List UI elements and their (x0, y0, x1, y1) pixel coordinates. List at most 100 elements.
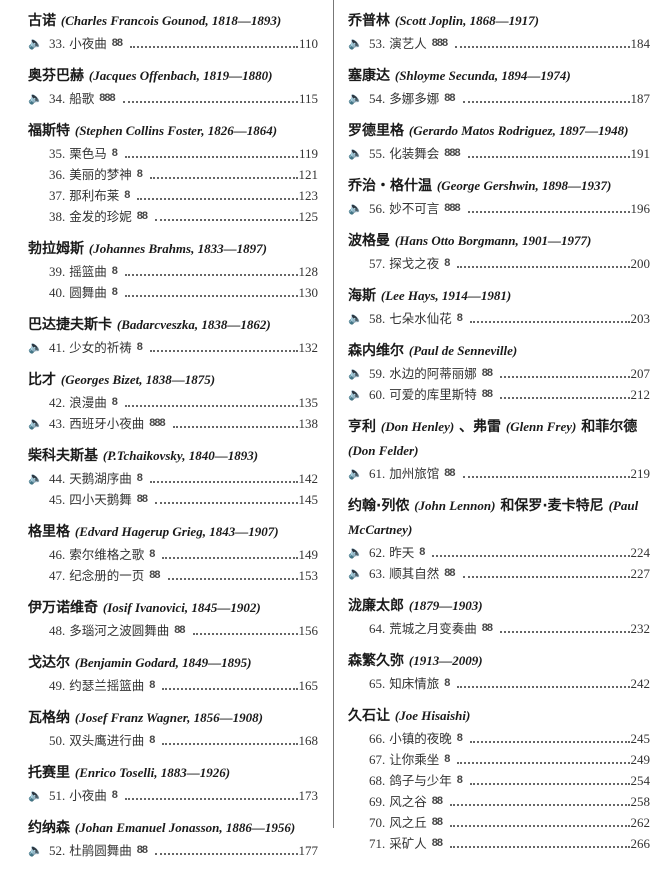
speaker-icon[interactable]: 🔈 (348, 91, 363, 105)
entry-title[interactable]: 杜鹃圆舞曲 (69, 843, 132, 858)
toc-entry[interactable]: 🔈 52. 杜鹃圆舞曲 88 177 (28, 840, 318, 861)
entry-title[interactable]: 纪念册的一页 (69, 568, 145, 583)
toc-entry[interactable]: 68. 鸽子与少年 8 254 (348, 770, 650, 791)
toc-entry[interactable]: 🔈 43. 西班牙小夜曲 888 138 (28, 413, 318, 434)
speaker-icon[interactable]: 🔈 (348, 146, 363, 160)
speaker-icon[interactable]: 🔈 (348, 545, 363, 559)
toc-entry[interactable]: 38. 金发的珍妮 88 125 (28, 206, 318, 227)
entry-title[interactable]: 知床情旅 (389, 676, 440, 691)
entry-title[interactable]: 小镇的夜晚 (389, 731, 452, 746)
toc-entry[interactable]: 🔈 34. 船歌 888 115 (28, 88, 318, 109)
entry-title[interactable]: 荒城之月变奏曲 (389, 621, 477, 636)
entry-title[interactable]: 水边的阿蒂丽娜 (389, 366, 477, 381)
toc-entry[interactable]: 🔈 62. 昨天 8 224 (348, 542, 650, 563)
toc-entry[interactable]: 🔈 44. 天鹅湖序曲 8 142 (28, 468, 318, 489)
entry-title[interactable]: 让你乘坐 (389, 752, 440, 767)
entry-title[interactable]: 那利布莱 (69, 188, 120, 203)
toc-entry[interactable]: 46. 索尔维格之歌 8 149 (28, 544, 318, 565)
toc-entry[interactable]: 71. 采矿人 88 266 (348, 833, 650, 854)
entry-title[interactable]: 小夜曲 (69, 36, 107, 51)
toc-entry[interactable]: 36. 美丽的梦神 8 121 (28, 164, 318, 185)
entry-title[interactable]: 栗色马 (69, 146, 107, 161)
entry-title[interactable]: 风之谷 (389, 794, 427, 809)
toc-entry[interactable]: 65. 知床情旅 8 242 (348, 673, 650, 694)
toc-entry[interactable]: 🔈 56. 妙不可言 888 196 (348, 198, 650, 219)
entry-title[interactable]: 可爱的库里斯特 (389, 387, 477, 402)
entry-title[interactable]: 多瑙河之波圆舞曲 (69, 623, 170, 638)
entry-title[interactable]: 探戈之夜 (389, 256, 440, 271)
speaker-icon[interactable]: 🔈 (28, 416, 43, 430)
toc-entry[interactable]: 50. 双头鹰进行曲 8 168 (28, 730, 318, 751)
entry-title[interactable]: 风之丘 (389, 815, 427, 830)
speaker-icon[interactable]: 🔈 (348, 311, 363, 325)
toc-entry[interactable]: 35. 栗色马 8 119 (28, 143, 318, 164)
entry-title[interactable]: 昨天 (389, 545, 415, 560)
page-number: 203 (630, 311, 651, 326)
entry-title[interactable]: 双头鹰进行曲 (69, 733, 145, 748)
speaker-icon[interactable]: 🔈 (28, 843, 43, 857)
speaker-icon[interactable]: 🔈 (28, 91, 43, 105)
entry-title[interactable]: 美丽的梦神 (69, 167, 132, 182)
speaker-icon[interactable]: 🔈 (348, 201, 363, 215)
entry-title[interactable]: 约瑟兰摇篮曲 (69, 678, 145, 693)
toc-entry[interactable]: 67. 让你乘坐 8 249 (348, 749, 650, 770)
speaker-icon[interactable]: 🔈 (28, 36, 43, 50)
speaker-icon[interactable]: 🔈 (348, 387, 363, 401)
toc-entry[interactable]: 🔈 63. 顺其自然 88 227 (348, 563, 650, 584)
entry-title[interactable]: 摇篮曲 (69, 264, 107, 279)
speaker-icon[interactable]: 🔈 (28, 471, 43, 485)
toc-entry[interactable]: 🔈 61. 加州旅馆 88 219 (348, 463, 650, 484)
entry-title[interactable]: 妙不可言 (389, 201, 440, 216)
entry-title[interactable]: 七朵水仙花 (389, 311, 452, 326)
toc-entry[interactable]: 69. 风之谷 88 258 (348, 791, 650, 812)
entry-title[interactable]: 加州旅馆 (389, 466, 440, 481)
entry-title[interactable]: 顺其自然 (389, 566, 440, 581)
speaker-icon[interactable]: 🔈 (28, 340, 43, 354)
entry-number: 60. (369, 387, 386, 402)
toc-entry[interactable]: 🔈 60. 可爱的库里斯特 88 212 (348, 384, 650, 405)
composer-name-cn: 和菲尔德 (581, 419, 638, 435)
speaker-icon[interactable]: 🔈 (348, 36, 363, 50)
toc-entry[interactable]: 64. 荒城之月变奏曲 88 232 (348, 618, 650, 639)
toc-entry[interactable]: 45. 四小天鹅舞 88 145 (28, 489, 318, 510)
entry-title[interactable]: 西班牙小夜曲 (69, 416, 145, 431)
speaker-icon[interactable]: 🔈 (348, 366, 363, 380)
entry-title[interactable]: 鸽子与少年 (389, 773, 452, 788)
composer-group: 波格曼 (Hans Otto Borgmann, 1901—1977) 57. 探… (348, 229, 650, 274)
toc-entry[interactable]: 47. 纪念册的一页 88 153 (28, 565, 318, 586)
toc-entry[interactable]: 57. 探戈之夜 8 200 (348, 253, 650, 274)
entry-title[interactable]: 化装舞会 (389, 146, 440, 161)
toc-entry[interactable]: 🔈 55. 化装舞会 888 191 (348, 143, 650, 164)
entry-title[interactable]: 小夜曲 (69, 788, 107, 803)
toc-entry[interactable]: 49. 约瑟兰摇篮曲 8 165 (28, 675, 318, 696)
toc-entry[interactable]: 🔈 59. 水边的阿蒂丽娜 88 207 (348, 363, 650, 384)
toc-entry[interactable]: 70. 风之丘 88 262 (348, 812, 650, 833)
entry-title[interactable]: 采矿人 (389, 836, 427, 851)
entry-title[interactable]: 天鹅湖序曲 (69, 471, 132, 486)
speaker-icon[interactable]: 🔈 (28, 788, 43, 802)
toc-entry[interactable]: 🔈 33. 小夜曲 88 110 (28, 33, 318, 54)
toc-entry[interactable]: 42. 浪漫曲 8 135 (28, 392, 318, 413)
toc-entry[interactable]: 🔈 41. 少女的祈祷 8 132 (28, 337, 318, 358)
entry-title[interactable]: 演艺人 (389, 36, 427, 51)
entry-title[interactable]: 圆舞曲 (69, 285, 107, 300)
entry-title[interactable]: 多娜多娜 (389, 91, 440, 106)
toc-entry[interactable]: 🔈 51. 小夜曲 8 173 (28, 785, 318, 806)
difficulty-mark-icon: 888 (149, 417, 165, 429)
toc-entry[interactable]: 🔈 53. 演艺人 888 184 (348, 33, 650, 54)
entry-title[interactable]: 金发的珍妮 (69, 209, 132, 224)
toc-entry[interactable]: 39. 摇篮曲 8 128 (28, 261, 318, 282)
speaker-icon[interactable]: 🔈 (348, 566, 363, 580)
toc-entry[interactable]: 48. 多瑙河之波圆舞曲 88 156 (28, 620, 318, 641)
entry-title[interactable]: 少女的祈祷 (69, 340, 132, 355)
toc-entry[interactable]: 🔈 54. 多娜多娜 88 187 (348, 88, 650, 109)
entry-title[interactable]: 四小天鹅舞 (69, 492, 132, 507)
toc-entry[interactable]: 🔈 58. 七朵水仙花 8 203 (348, 308, 650, 329)
toc-entry[interactable]: 66. 小镇的夜晚 8 245 (348, 728, 650, 749)
toc-entry[interactable]: 37. 那利布莱 8 123 (28, 185, 318, 206)
entry-title[interactable]: 浪漫曲 (69, 395, 107, 410)
speaker-icon[interactable]: 🔈 (348, 466, 363, 480)
entry-title[interactable]: 船歌 (69, 91, 95, 106)
entry-title[interactable]: 索尔维格之歌 (69, 547, 145, 562)
toc-entry[interactable]: 40. 圆舞曲 8 130 (28, 282, 318, 303)
